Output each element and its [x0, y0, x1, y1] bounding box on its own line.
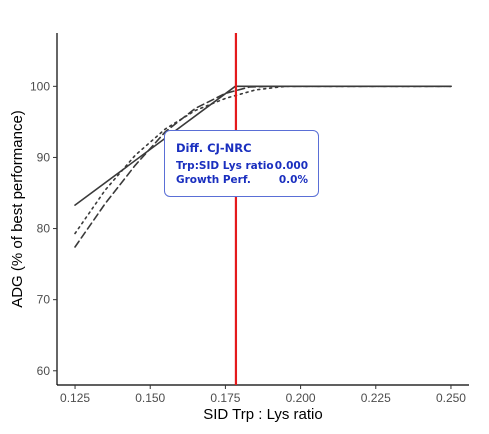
x-axis-title: SID Trp : Lys ratio [203, 406, 322, 423]
series-line-dashed [74, 85, 452, 248]
tooltip-row-growth: Growth Perf. 0.0% [176, 173, 308, 187]
y-tick-label: 90 [37, 150, 51, 164]
tooltip-growth-value: 0.0% [278, 174, 308, 186]
y-tick-label: 60 [37, 364, 51, 378]
y-axis-title: ADG (% of best performance) [9, 110, 26, 308]
tooltip-ratio-label: Trp:SID Lys ratio [176, 160, 274, 172]
y-tick-label: 100 [30, 79, 50, 93]
tooltip-ratio-value: 0.000 [274, 160, 308, 172]
x-tick-label: 0.150 [135, 391, 165, 405]
x-tick-label: 0.250 [436, 391, 466, 405]
tooltip-box: Diff. CJ-NRC Trp:SID Lys ratio 0.000 Gro… [164, 130, 319, 197]
tooltip-growth-label: Growth Perf. [176, 174, 251, 186]
x-tick-label: 0.200 [286, 391, 316, 405]
tooltip-row-ratio: Trp:SID Lys ratio 0.000 [176, 159, 308, 173]
series-line-dotted [74, 85, 452, 235]
y-tick-label: 70 [37, 293, 51, 307]
y-tick-label: 80 [37, 222, 51, 236]
x-tick-label: 0.175 [210, 391, 240, 405]
x-tick-label: 0.225 [361, 391, 391, 405]
x-tick-label: 0.125 [60, 391, 90, 405]
tooltip-title: Diff. CJ-NRC [176, 141, 252, 155]
